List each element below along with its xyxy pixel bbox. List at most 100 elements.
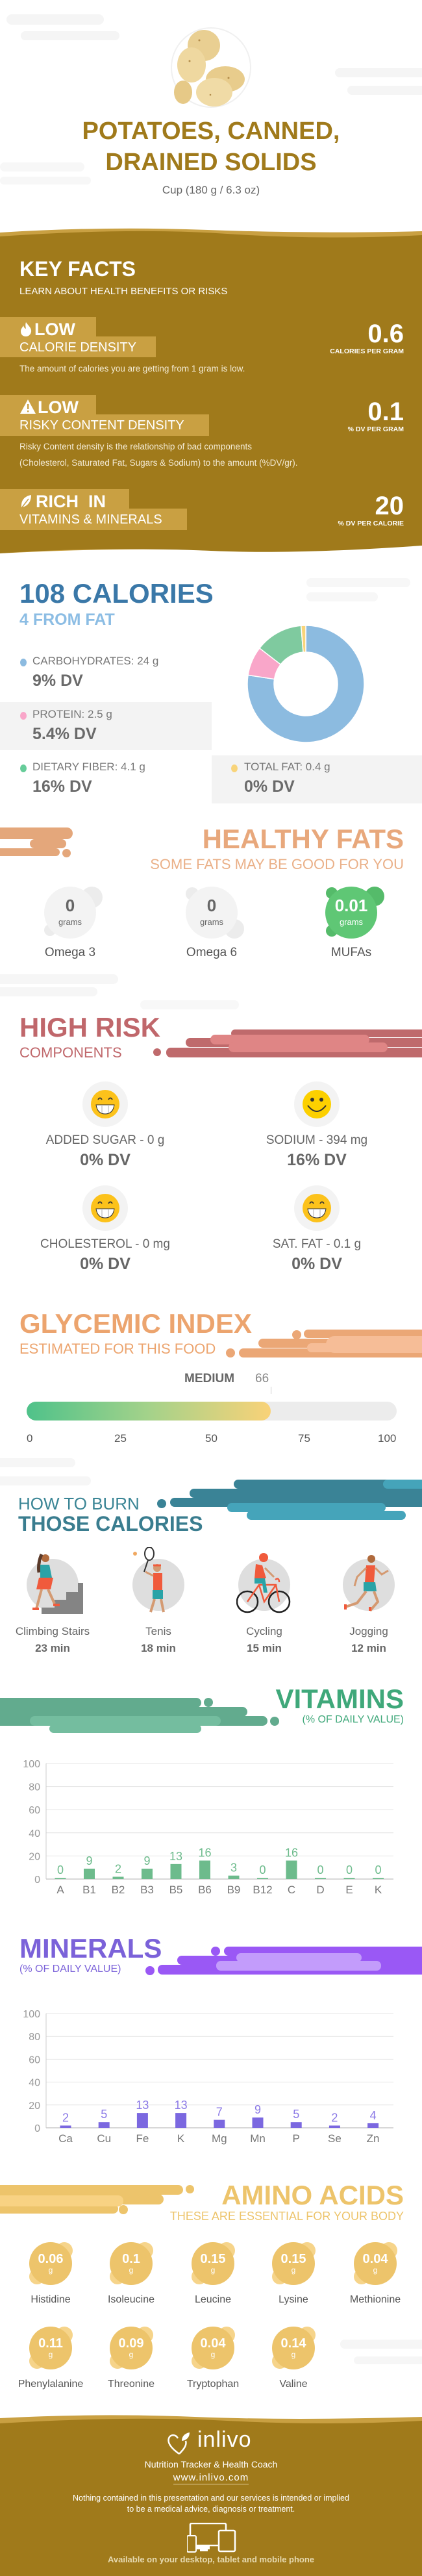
kf-level-box: [0, 395, 96, 416]
macro-dv: 9% DV: [32, 672, 83, 690]
y-tick-label: 100: [23, 2009, 40, 2020]
calories-from-fat: 4 FROM FAT: [19, 611, 115, 629]
x-category-label: B12: [253, 1884, 272, 1896]
bar-value-label: 2: [331, 2111, 338, 2124]
amino-name: Methionine: [349, 2294, 401, 2305]
activity-name: Cycling: [246, 1625, 282, 1637]
leaf-icon: [21, 495, 31, 508]
serving-size: Cup (180 g / 6.3 oz): [162, 184, 260, 196]
disclaimer-line1: Nothing contained in this presentation a…: [73, 2494, 349, 2503]
risk-dv: 0% DV: [292, 1255, 342, 1273]
fat-value: 0: [65, 896, 75, 915]
decor-bar: [335, 68, 422, 77]
bar-B9: [228, 1875, 240, 1879]
x-category-label: Fe: [136, 2132, 149, 2145]
amino-name: Threonine: [107, 2379, 155, 2390]
bar-Ca: [60, 2125, 71, 2128]
kf-value: 0.1: [367, 398, 404, 426]
macronutrient-donut-chart: [247, 625, 365, 743]
minerals-bar-chart: 0 20 40 60 80 100 2 Ca 5 Cu 13 Fe 13 K 7 Mg 9 Mn 5 P 2 Se 4 Zn: [0, 2004, 422, 2153]
bar-value-label: 3: [230, 1862, 237, 1875]
availability-text: Available on your desktop, tablet and mo…: [107, 2555, 315, 2564]
decor-bar: [0, 848, 60, 856]
risk-dv: 0% DV: [80, 1255, 130, 1273]
activity-name: Tenis: [145, 1625, 171, 1637]
y-tick-label: 80: [29, 1782, 40, 1793]
grin-icon: [91, 1090, 119, 1118]
amino-value: 0.15: [200, 2252, 226, 2266]
smile-icon: [303, 1090, 331, 1118]
burn-title-line1: HOW TO BURN: [18, 1494, 140, 1513]
x-category-label: B5: [169, 1884, 183, 1896]
bar-value-label: 2: [62, 2111, 69, 2124]
legend-dot: [231, 764, 238, 772]
x-category-label: Mg: [212, 2132, 227, 2145]
x-category-label: K: [177, 2132, 185, 2145]
vitamins-title: VITAMINS: [275, 1684, 404, 1714]
devices-icon: [187, 2523, 236, 2553]
healthy-fats-title: HEALTHY FATS: [202, 824, 404, 854]
bar-B6: [199, 1860, 210, 1879]
risk-dv: 0% DV: [80, 1151, 130, 1169]
amino-unit: g: [129, 2266, 134, 2275]
vitamins-subtitle: (% OF DAILY VALUE): [302, 1714, 404, 1725]
minerals-subtitle: (% OF DAILY VALUE): [19, 1964, 121, 1975]
bar-chart-plot: 0 20 40 60 80 100 2 Ca 5 Cu 13 Fe 13 K 7 Mg 9 Mn 5 P 2 Se 4 Zn: [23, 2009, 393, 2145]
flame-icon: [21, 322, 32, 336]
kf-value: 20: [375, 492, 404, 520]
x-category-label: D: [316, 1884, 324, 1896]
bar-value-label: 9: [143, 1854, 150, 1867]
decor-bar: [0, 177, 91, 184]
fat-name: MUFAs: [330, 946, 372, 959]
bar-value-label: 13: [136, 2099, 149, 2112]
fat-unit: grams: [58, 917, 82, 927]
x-category-label: E: [345, 1884, 353, 1896]
amino-value: 0.1: [122, 2252, 140, 2266]
activity-time: 12 min: [351, 1642, 386, 1654]
glycemic-scale: 0 25 50 75 100: [27, 1432, 397, 1445]
risk-label: SODIUM - 394 mg: [266, 1133, 368, 1147]
decor-bar: [0, 827, 73, 839]
decor-dot: [62, 849, 71, 857]
decor-bar: [0, 987, 97, 996]
x-category-label: B1: [82, 1884, 96, 1896]
bar-B3: [142, 1868, 153, 1879]
bar-value-label: 9: [86, 1854, 92, 1867]
amino-name: Isoleucine: [107, 2294, 155, 2305]
amino-unit: g: [291, 2266, 296, 2275]
bar-value-label: 9: [254, 2103, 261, 2116]
decor-bar: [340, 2340, 422, 2349]
fat-value-bubble: 0 grams: [186, 887, 238, 939]
y-tick-label: 40: [29, 2078, 40, 2089]
jogger-icon: [344, 1555, 389, 1612]
kf-value: 0.6: [367, 320, 404, 348]
macro-row-bg: [212, 755, 422, 803]
amino-unit: g: [48, 2266, 53, 2275]
footer-background: [0, 2415, 422, 2576]
activity-time: 18 min: [141, 1642, 176, 1654]
decor-bar: [21, 31, 119, 40]
legend-dot: [20, 712, 27, 720]
bar-Mg: [214, 2119, 225, 2128]
y-tick-label: 60: [29, 1805, 40, 1816]
amino-name: Phenylalanine: [18, 2379, 84, 2390]
activity-name: Climbing Stairs: [15, 1625, 90, 1637]
x-category-label: Ca: [58, 2132, 73, 2145]
amino-value: 0.06: [38, 2252, 64, 2266]
fat-name: Omega 3: [44, 946, 96, 959]
page-title-line2: DRAINED SOLIDS: [105, 149, 317, 176]
bar-value-label: 0: [259, 1863, 266, 1876]
risk-dv: 16% DV: [287, 1151, 347, 1169]
grin-icon: [303, 1194, 331, 1222]
bar-K: [373, 1878, 384, 1879]
bar-value-label: 5: [293, 2108, 299, 2121]
amino-value: 0.14: [280, 2336, 306, 2351]
bar-value-label: 13: [169, 1850, 182, 1863]
amino-value: 0.15: [280, 2252, 306, 2266]
website-link[interactable]: www.inlivo.com: [173, 2472, 249, 2484]
bar-Fe: [136, 2113, 148, 2128]
bar-B2: [112, 1876, 124, 1879]
kf-level-box: [0, 317, 96, 338]
activity-time: 23 min: [35, 1642, 70, 1654]
amino-value-bubble: 0.15 g: [192, 2242, 234, 2285]
